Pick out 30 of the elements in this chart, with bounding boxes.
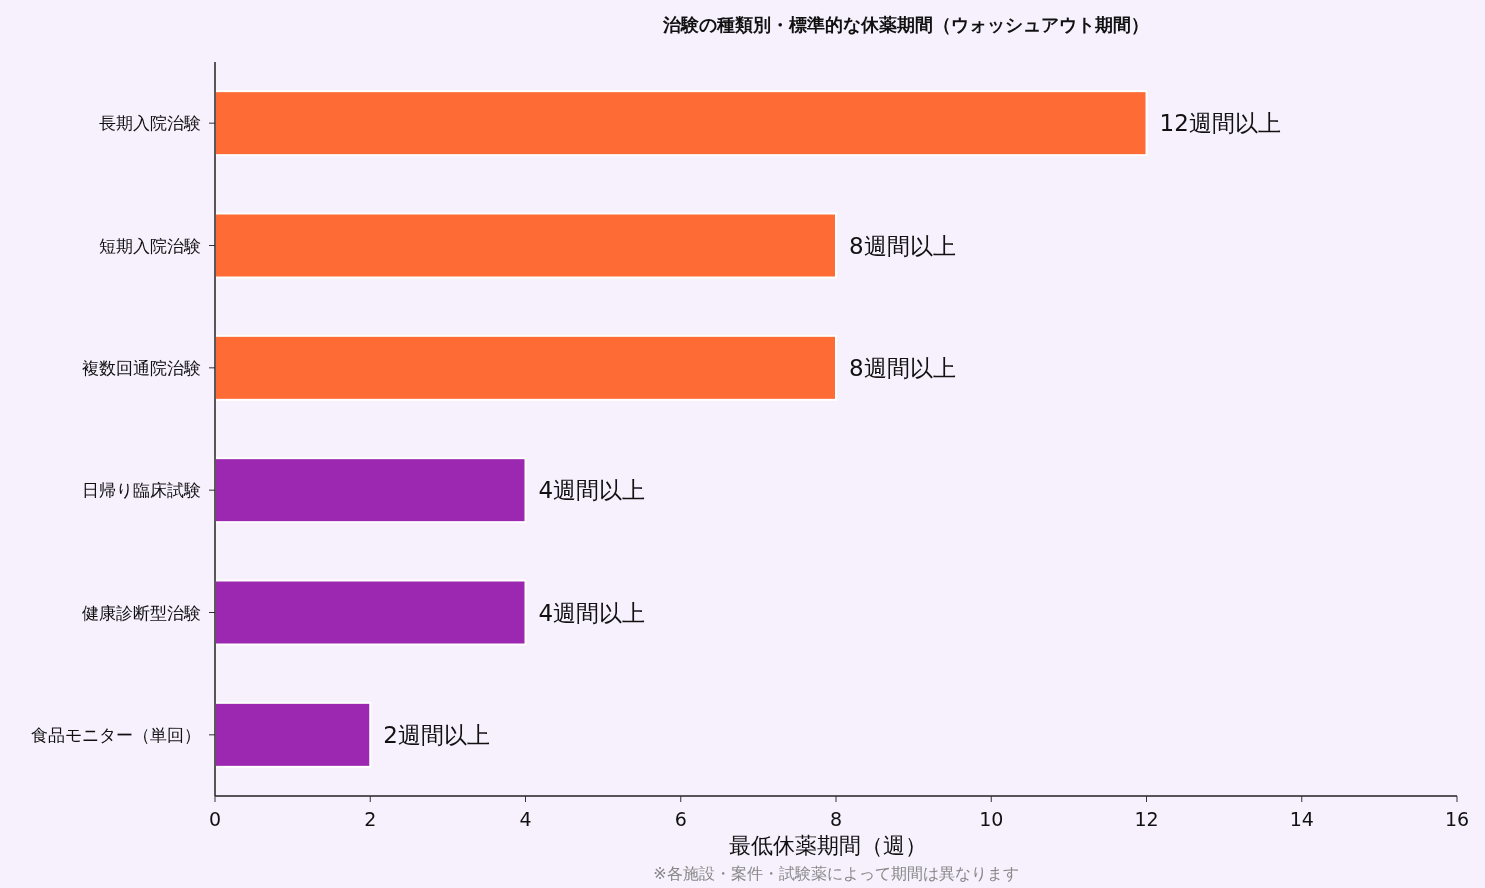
bar	[214, 90, 1148, 157]
x-tick-label: 8	[829, 808, 843, 830]
y-tick-label: 長期入院治験	[99, 113, 201, 134]
chart-title: 治験の種類別・標準的な休薬期間（ウォッシュアウト期間）	[662, 14, 1149, 35]
data-label: 4週間以上	[538, 599, 646, 626]
bar	[214, 457, 527, 524]
y-tick-label: 短期入院治験	[99, 235, 201, 256]
data-label: 4週間以上	[538, 477, 646, 504]
x-tick-label: 2	[364, 808, 377, 830]
x-tick-label: 12	[1134, 808, 1159, 830]
y-tick-label: 日帰り臨床試験	[82, 480, 201, 501]
bar	[214, 212, 837, 279]
bar	[214, 334, 837, 401]
bar	[214, 579, 527, 646]
bar	[214, 701, 372, 768]
text: ※各施設・案件・試験薬によって期間は異なります	[653, 864, 1019, 883]
data-label: 8週間以上	[849, 232, 956, 259]
x-axis-title: 最低休薬期間（週）	[729, 833, 927, 858]
x-tick-label: 10	[979, 808, 1004, 830]
x-tick-label: 4	[519, 808, 532, 830]
data-label: 12週間以上	[1159, 110, 1281, 137]
y-tick-label: 健康診断型治験	[82, 602, 201, 623]
x-tick-label: 0	[208, 808, 222, 830]
data-label: 2週間以上	[383, 721, 490, 748]
data-label: 8週間以上	[849, 354, 956, 381]
y-tick-label: 複数回通院治験	[82, 357, 201, 378]
y-tick-label: 食品モニター（単回）	[31, 724, 201, 745]
x-tick-label: 6	[674, 808, 687, 830]
x-tick-label: 14	[1289, 808, 1314, 830]
x-tick-label: 16	[1444, 808, 1470, 830]
